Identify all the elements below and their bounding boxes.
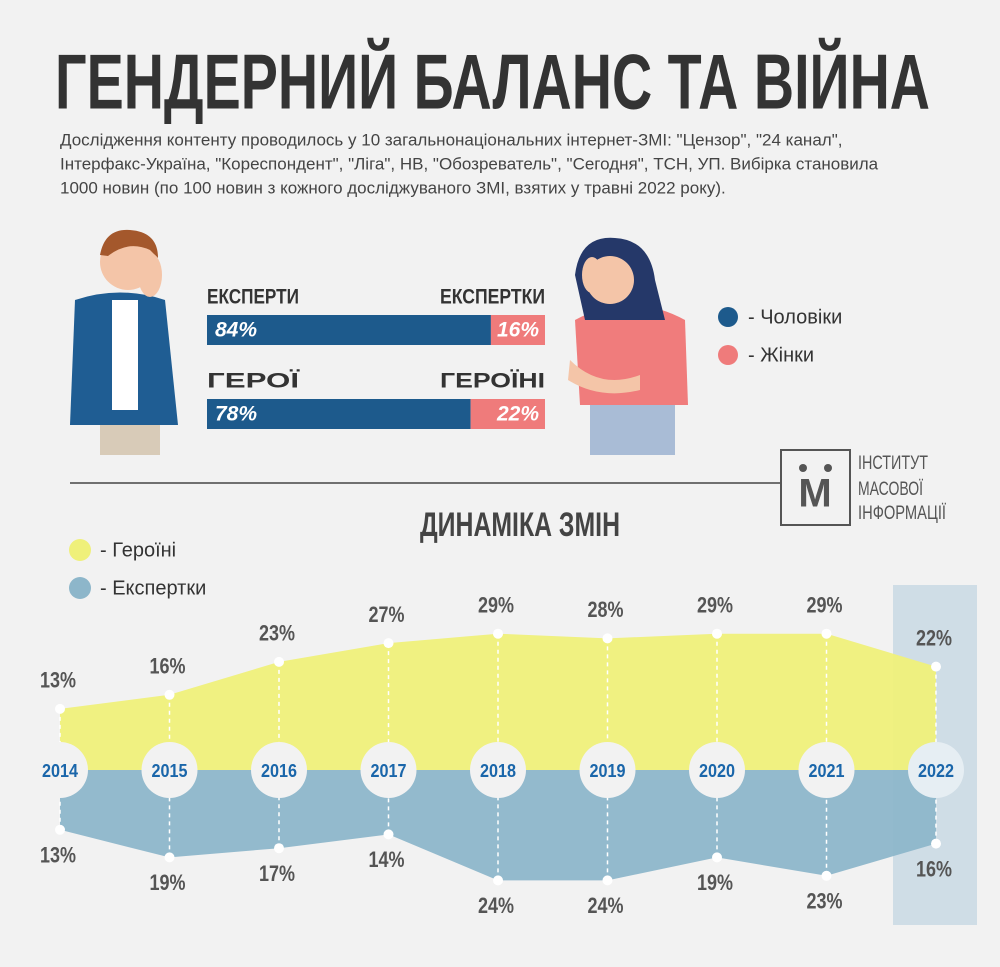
logo-box <box>780 449 851 526</box>
point <box>931 838 941 849</box>
year-circle <box>360 742 417 798</box>
point <box>712 628 722 639</box>
x-tick-label: 2016 <box>261 761 297 781</box>
x-tick-label: 2021 <box>809 761 845 781</box>
point <box>164 852 175 863</box>
value-label: 19% <box>697 870 733 895</box>
value-label: 16% <box>150 654 186 679</box>
bar-segment <box>470 399 545 429</box>
year-circle <box>579 742 636 798</box>
logo-dot <box>824 464 832 472</box>
value-label: 27% <box>369 602 405 627</box>
bar-segment <box>207 399 471 429</box>
chart-title: ДИНАМІКА ЗМІН <box>420 506 620 544</box>
x-tick-label: 2014 <box>42 761 78 781</box>
value-label: 23% <box>259 621 295 646</box>
bar-label: ГЕРОЇ <box>207 370 301 393</box>
value-label: 13% <box>40 843 76 868</box>
year-circle <box>32 742 88 798</box>
x-tick-label: 2017 <box>371 761 407 781</box>
year-circle <box>470 742 526 798</box>
point <box>821 870 832 881</box>
x-tick-label: 2018 <box>480 761 516 781</box>
year-circle <box>798 742 855 798</box>
subtitle: 1000 новин (по 100 новин з кожного дослі… <box>60 178 726 197</box>
value-label: 13% <box>40 668 76 693</box>
value-label: 24% <box>588 893 624 918</box>
bar-label: ЕКСПЕРТКИ <box>440 286 545 309</box>
bar-label: ГЕРОЇНІ <box>440 370 545 393</box>
point <box>821 628 832 639</box>
year-circle <box>908 742 964 798</box>
logo-text: МАСОВОЇ <box>858 479 924 500</box>
year-circle <box>689 742 745 798</box>
legend-label: - Чоловіки <box>748 306 842 328</box>
value-label: 22% <box>916 625 952 650</box>
x-tick-label: 2022 <box>918 761 954 781</box>
legend-swatch <box>69 577 91 599</box>
woman-illustration <box>568 237 688 455</box>
point <box>164 689 175 700</box>
value-label: 17% <box>259 861 295 886</box>
value-label: 19% <box>150 870 186 895</box>
logo-text: ІНФОРМАЦІЇ <box>858 503 947 524</box>
man-illustration <box>70 229 178 455</box>
point <box>602 633 613 644</box>
logo: М ІНСТИТУТ МАСОВОЇ ІНФОРМАЦІЇ <box>780 449 947 526</box>
bar-segment <box>207 315 491 345</box>
value-label: 24% <box>478 893 514 918</box>
logo-mark: М <box>798 472 831 516</box>
legend-label: - Героїні <box>100 539 176 561</box>
title: ГЕНДЕРНИЙ БАЛАНС ТА ВІЙНА <box>55 38 930 126</box>
point <box>712 852 722 863</box>
legend-swatch <box>718 307 738 327</box>
point <box>383 829 394 840</box>
point <box>55 703 65 714</box>
legend-label: - Жінки <box>748 344 814 366</box>
value-label: 29% <box>807 593 843 618</box>
point <box>55 824 65 835</box>
value-label: 29% <box>478 593 514 618</box>
logo-text: ІНСТИТУТ <box>858 453 928 474</box>
logo-dot <box>799 464 807 472</box>
x-tick-label: 2015 <box>152 761 188 781</box>
value-label: 78% <box>215 403 257 426</box>
legend-swatch <box>718 345 738 365</box>
point <box>493 875 503 886</box>
x-tick-label: 2020 <box>699 761 735 781</box>
value-label: 22% <box>496 403 539 426</box>
year-circle <box>251 742 307 798</box>
value-label: 23% <box>807 889 843 914</box>
point <box>274 843 284 854</box>
bar-segment <box>490 315 545 345</box>
point <box>274 656 284 667</box>
bar-label: ЕКСПЕРТИ <box>207 286 299 309</box>
legend-label: - Експертки <box>100 577 206 599</box>
subtitle: Дослідження контенту проводилось у 10 за… <box>60 130 842 149</box>
x-tick-label: 2019 <box>590 761 626 781</box>
value-label: 16% <box>916 856 952 881</box>
subtitle: Інтерфакс-Україна, "Кореспондент", "Ліга… <box>60 154 879 173</box>
value-label: 14% <box>369 847 405 872</box>
value-label: 84% <box>215 319 257 342</box>
value-label: 29% <box>697 593 733 618</box>
point <box>602 875 613 886</box>
legend-swatch <box>69 539 91 561</box>
value-label: 28% <box>588 597 624 622</box>
point <box>493 628 503 639</box>
year-circle <box>141 742 198 798</box>
value-label: 16% <box>497 319 539 342</box>
point <box>931 661 941 672</box>
point <box>383 638 394 649</box>
